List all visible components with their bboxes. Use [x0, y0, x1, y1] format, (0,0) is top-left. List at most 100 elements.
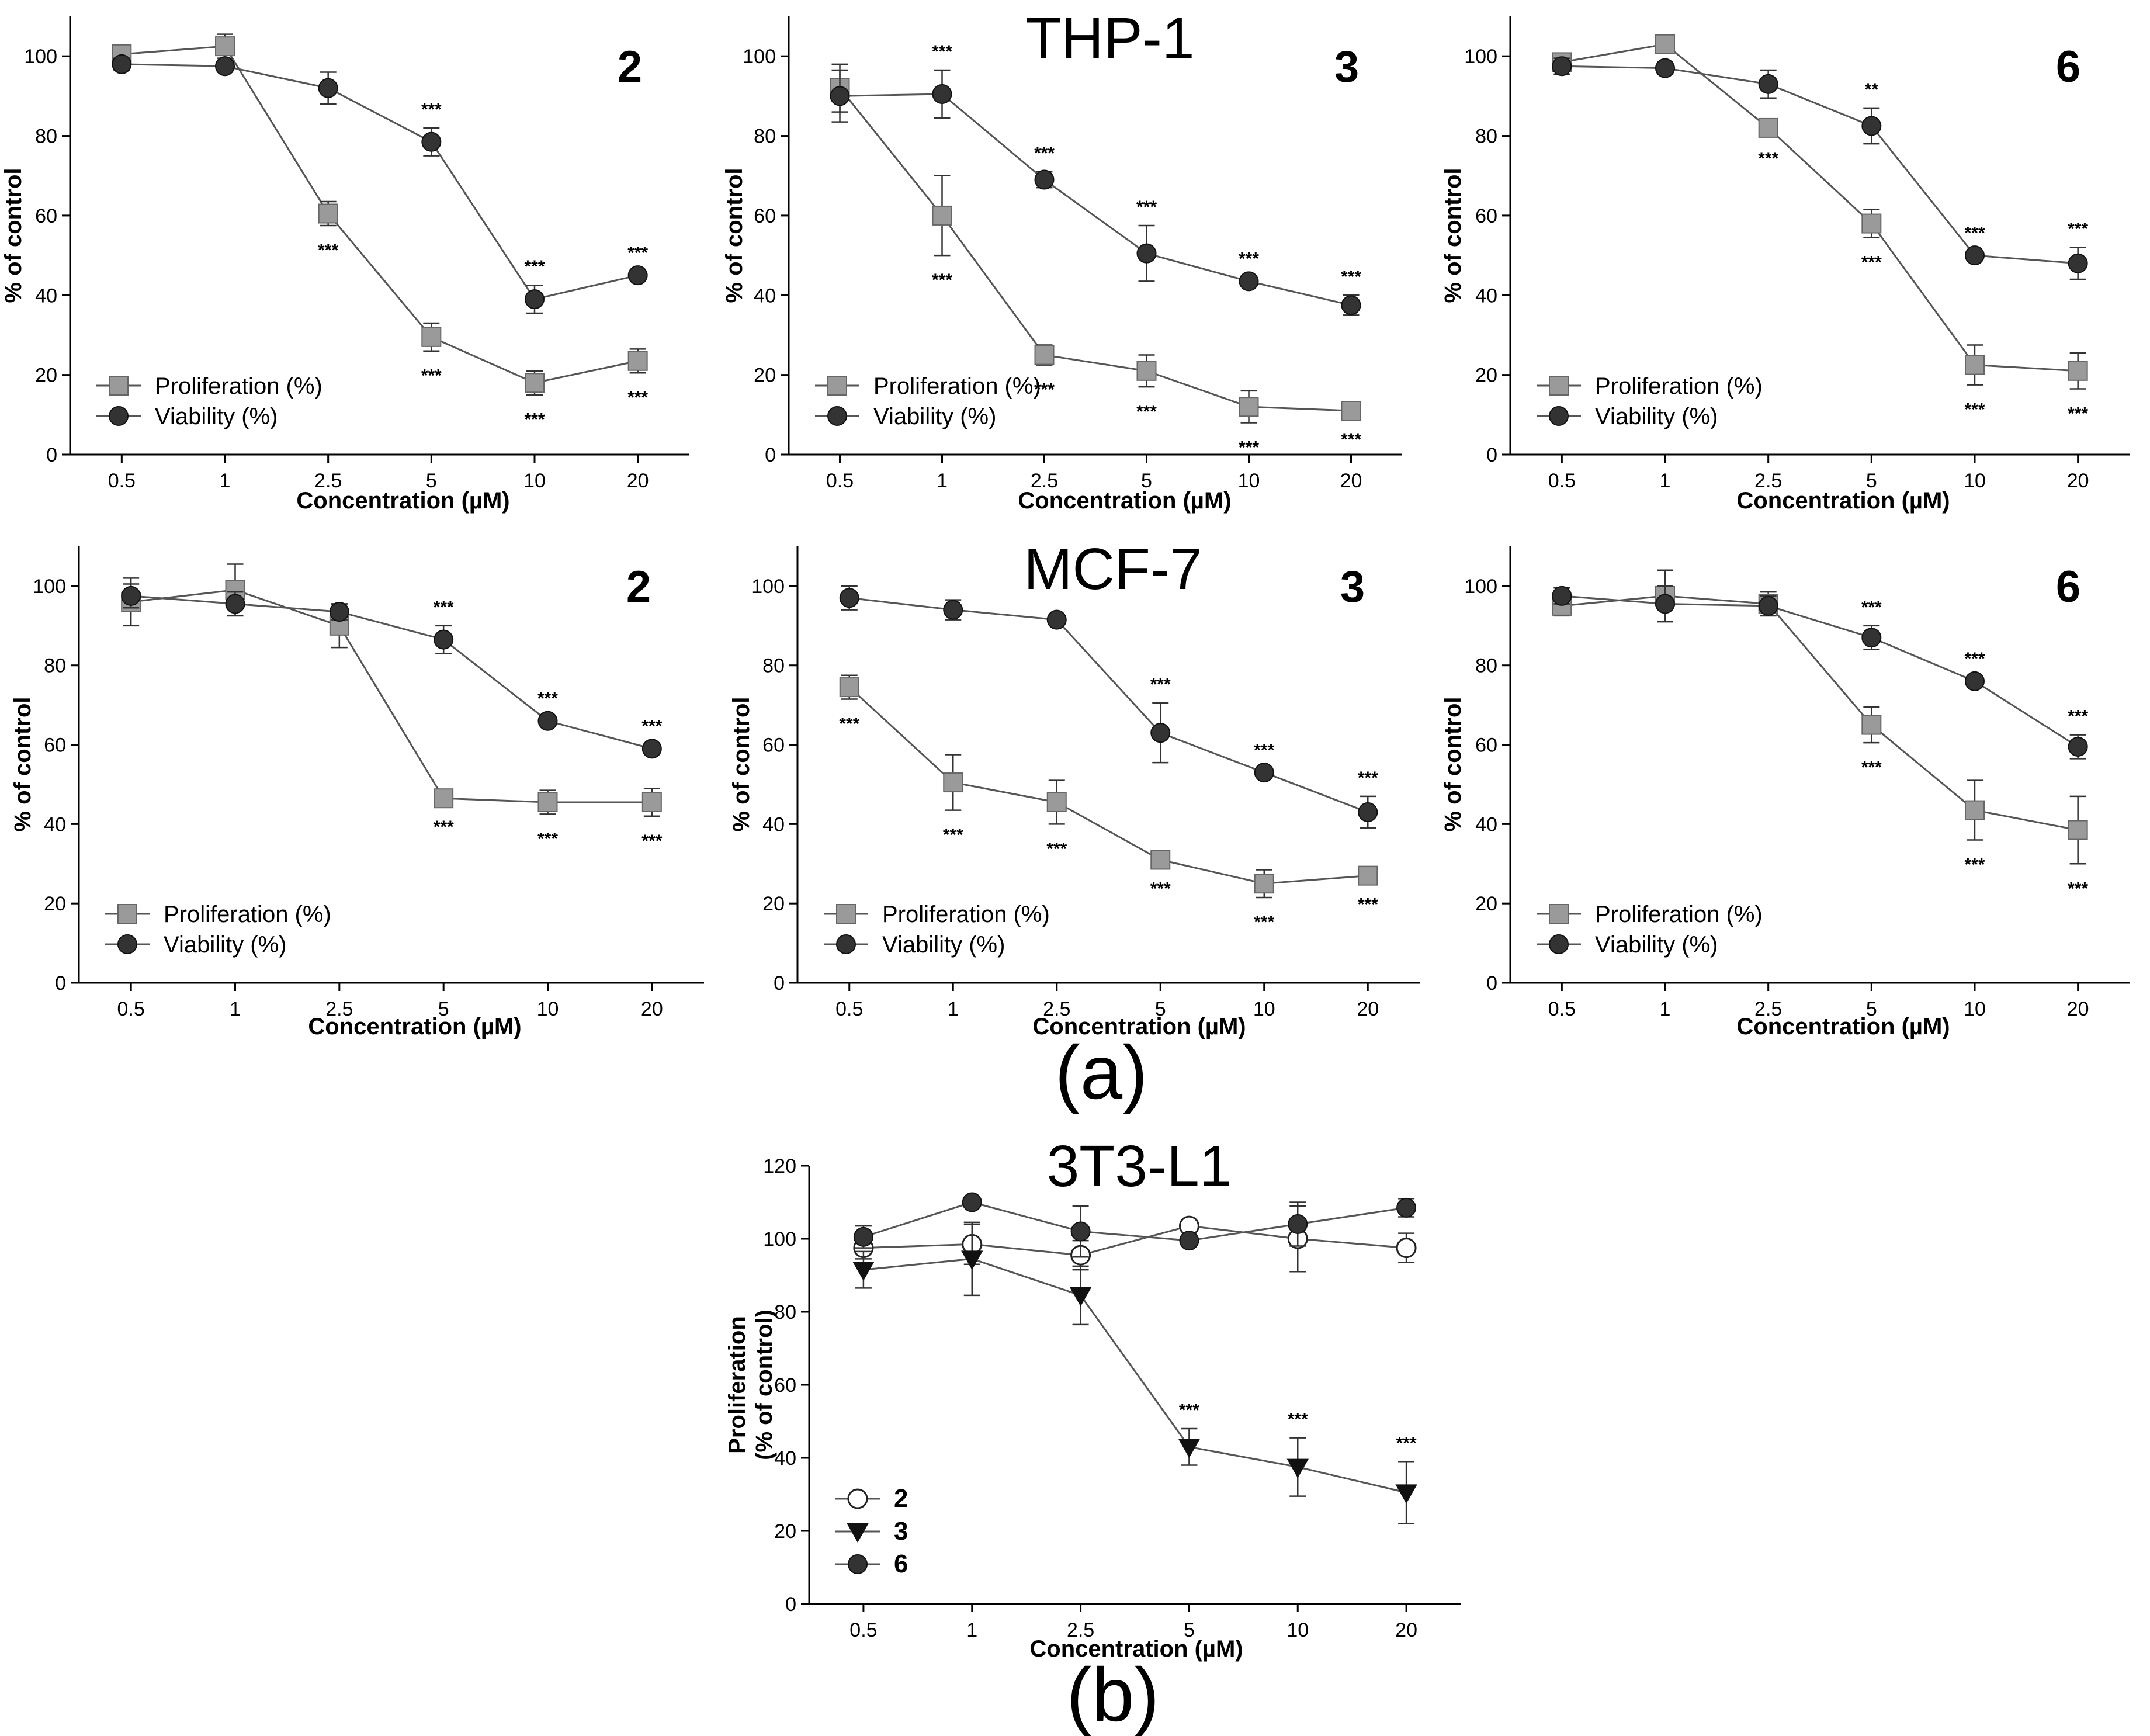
chart-mcf7-2-legend-label: Viability (%) — [164, 932, 286, 958]
chart-thp1-2-data-point — [525, 289, 545, 310]
chart-mcf7-6-significance: *** — [1861, 598, 1882, 617]
chart-mcf7-6-data-point — [1655, 594, 1675, 614]
chart-3t3l1-data-point — [961, 1250, 983, 1270]
chart-thp1-2-series-line — [122, 45, 638, 384]
chart-3t3l1-y-axis-title: (% of control) — [751, 1309, 777, 1460]
chart-thp1-6-ytick-label: 0 — [1486, 444, 1497, 466]
chart-mcf7-2-series-line — [131, 595, 653, 750]
chart-3t3l1-legend-label: 2 — [894, 1484, 908, 1513]
chart-mcf7-2-series-line — [130, 589, 652, 803]
chart-thp1-2-ytick-label: 80 — [35, 126, 57, 148]
chart-thp1-6-xtick-label: 5 — [1866, 470, 1877, 492]
chart-thp1-3-ytick-label: 20 — [754, 365, 776, 387]
chart-thp1-6-data-point — [2068, 361, 2088, 381]
chart-thp1-3-xtick-label: 1 — [937, 470, 948, 492]
chart-thp1-2-compound-number: 2 — [618, 42, 642, 92]
chart-thp1-6-ytick-label: 100 — [1464, 46, 1497, 68]
chart-thp1-6-xtick-label: 0.5 — [1548, 470, 1576, 492]
chart-mcf7-6-ytick-label: 20 — [1475, 893, 1497, 915]
chart-thp1-3-data-point — [932, 84, 952, 104]
chart-thp1-6: 0 20 40 60 80 100 0.5 1 2.5 5 10 20 Concentration (µ… — [1440, 16, 2130, 514]
chart-mcf7-6-xtick-label: 0.5 — [1548, 998, 1576, 1020]
chart-mcf7-2-ytick-label: 20 — [44, 893, 66, 915]
chart-mcf7-2-significance: *** — [641, 831, 662, 851]
chart-mcf7-2-xtick-label: 10 — [537, 998, 559, 1020]
chart-mcf7-2-legend-label: Proliferation (%) — [164, 902, 331, 927]
chart-3t3l1-ytick-label: 60 — [774, 1374, 796, 1397]
chart-thp1-3-significance: *** — [1341, 267, 1361, 286]
chart-mcf7-3: 0 20 40 60 80 100 0.5 1 2.5 5 10 20 Concentration (µ… — [729, 546, 1420, 1039]
chart-thp1-2-xtick-label: 20 — [627, 470, 649, 492]
chart-thp1-3-xtick-label: 20 — [1340, 470, 1362, 492]
chart-thp1-3-ytick-label: 80 — [754, 126, 776, 148]
chart-mcf7-2-data-point — [538, 711, 558, 731]
chart-thp1-3-data-point — [1341, 401, 1361, 421]
chart-mcf7-6-data-point — [2068, 820, 2088, 840]
chart-mcf7-3-xtick-label: 20 — [1357, 998, 1379, 1020]
chart-thp1-6-data-point — [1861, 213, 1882, 234]
chart-3t3l1-significance: *** — [1179, 1401, 1199, 1420]
chart-mcf7-2-xtick-label: 2.5 — [325, 998, 353, 1020]
chart-thp1-3-data-point — [1239, 271, 1259, 292]
chart-3t3l1-series-1: *** *** *** — [852, 1221, 1417, 1524]
chart-thp1-3-legend-marker — [827, 406, 847, 426]
chart-mcf7-3-significance: *** — [1358, 895, 1378, 914]
chart-mcf7-6-ytick-label: 40 — [1475, 813, 1497, 836]
chart-mcf7-6-x-axis-title: Concentration (µM) — [1736, 1014, 1950, 1039]
chart-thp1-6-data-point — [1552, 56, 1572, 77]
chart-thp1-3-compound-number: 3 — [1334, 42, 1359, 92]
chart-mcf7-3-ytick-label: 80 — [762, 655, 785, 677]
chart-thp1-2-significance: *** — [421, 100, 442, 119]
chart-thp1-2-data-point — [215, 56, 235, 77]
chart-thp1-2-data-point — [525, 373, 545, 393]
chart-thp1-2-data-point — [318, 203, 338, 224]
chart-3t3l1-legend: 2 3 6 — [835, 1484, 908, 1578]
chart-mcf7-3-significance: *** — [1254, 913, 1274, 932]
chart-mcf7-6-data-point — [2068, 736, 2088, 757]
chart-thp1-6-legend: Proliferation (%) Viability (%) — [1537, 373, 1763, 429]
chart-3t3l1-legend-label: 6 — [894, 1550, 908, 1578]
chart-thp1-3-data-point — [1341, 295, 1361, 316]
chart-thp1-3-data-point — [1239, 397, 1259, 417]
chart-3t3l1-series-2 — [853, 1192, 1417, 1258]
chart-thp1-6-significance: *** — [1861, 252, 1882, 272]
chart-thp1-6-significance: *** — [1964, 223, 1985, 242]
chart-mcf7-6-series-line — [1562, 595, 2078, 831]
chart-3t3l1-data-point — [1288, 1214, 1308, 1234]
chart-mcf7-3-significance: *** — [839, 714, 859, 733]
chart-thp1-2-xtick-label: 1 — [220, 470, 231, 492]
chart-thp1-2-legend-label: Proliferation (%) — [155, 373, 322, 399]
chart-3t3l1-x-axis-title: Concentration (µM) — [1029, 1636, 1243, 1662]
chart-mcf7-3-data-point — [1150, 723, 1171, 743]
chart-mcf7-3-data-point — [839, 677, 859, 698]
chart-3t3l1-xtick-label: 1 — [966, 1619, 977, 1641]
chart-3t3l1-legend-marker — [847, 1488, 868, 1509]
chart-mcf7-2-xtick-label: 20 — [641, 998, 663, 1020]
chart-mcf7-6-significance: *** — [1861, 758, 1882, 777]
chart-thp1-3-data-point — [1136, 243, 1157, 264]
chart-thp1-6-data-point — [1965, 245, 1985, 266]
chart-mcf7-6-significance: *** — [1964, 855, 1985, 875]
chart-thp1-2-legend-marker — [109, 406, 129, 426]
chart-3t3l1: 0 20 40 60 80 100 120 0.5 1 2.5 5 10 20 Concentration… — [724, 1155, 1461, 1662]
chart-thp1-2-data-point — [421, 327, 442, 347]
chart-thp1-6-ytick-label: 60 — [1475, 205, 1497, 227]
chart-mcf7-2-significance: *** — [434, 817, 454, 837]
chart-mcf7-2-x-axis-title: Concentration (µM) — [308, 1014, 521, 1039]
chart-3t3l1-legend-label: 3 — [894, 1517, 908, 1546]
chart-thp1-3-ytick-label: 100 — [743, 46, 776, 68]
chart-thp1-3-data-point — [1034, 169, 1055, 190]
chart-mcf7-2-data-point — [329, 602, 349, 622]
chart-thp1-6-ytick-label: 40 — [1475, 285, 1497, 307]
chart-thp1-3-series-line — [839, 87, 1351, 412]
chart-thp1-3-xtick-label: 0.5 — [826, 470, 854, 492]
chart-thp1-2-significance: *** — [524, 410, 545, 429]
chart-thp1-3-significance: *** — [1341, 430, 1361, 449]
chart-mcf7-3-significance: *** — [1150, 675, 1171, 694]
chart-thp1-2-ytick-label: 40 — [35, 285, 57, 307]
chart-thp1-2-x-axis-title: Concentration (µM) — [296, 488, 509, 514]
chart-3t3l1-significance: *** — [1396, 1433, 1417, 1453]
chart-mcf7-6-ytick-label: 60 — [1475, 734, 1497, 757]
chart-thp1-2-data-point — [215, 36, 235, 57]
chart-thp1-3-legend-label: Viability (%) — [873, 404, 996, 429]
